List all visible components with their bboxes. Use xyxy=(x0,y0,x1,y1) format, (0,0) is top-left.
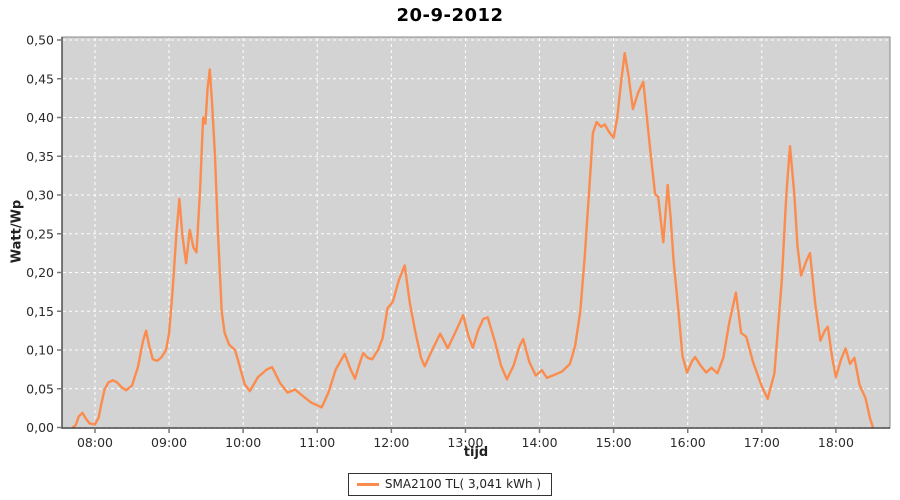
x-axis-title: tijd xyxy=(463,445,489,460)
x-tick-label: 08:00 xyxy=(77,435,113,450)
y-tick-label: 0,00 xyxy=(26,420,54,435)
y-tick-label: 0,25 xyxy=(26,226,54,241)
chart-title: 20-9-2012 xyxy=(396,5,504,26)
legend: SMA2100 TL( 3,041 kWh ) xyxy=(0,473,900,496)
x-tick-label: 15:00 xyxy=(596,435,632,450)
legend-box: SMA2100 TL( 3,041 kWh ) xyxy=(347,473,553,496)
legend-line-swatch xyxy=(356,482,379,486)
plot-area[interactable] xyxy=(61,36,891,429)
y-tick-label: 0,10 xyxy=(26,343,54,358)
x-tick-label: 10:00 xyxy=(225,435,261,450)
legend-label: SMA2100 TL( 3,041 kWh ) xyxy=(384,477,542,491)
series-line xyxy=(71,52,875,429)
y-tick-label: 0,40 xyxy=(26,110,54,125)
y-tick-label: 0,05 xyxy=(26,381,54,396)
x-tick-label: 17:00 xyxy=(744,435,780,450)
x-tick-label: 16:00 xyxy=(670,435,706,450)
y-tick-label: 0,45 xyxy=(26,71,54,86)
x-tick-label: 09:00 xyxy=(151,435,187,450)
x-tick-label: 11:00 xyxy=(299,435,335,450)
x-tick-label: 14:00 xyxy=(522,435,558,450)
y-tick-label: 0,20 xyxy=(26,265,54,280)
x-tick-label: 18:00 xyxy=(818,435,854,450)
y-tick-label: 0,50 xyxy=(26,33,54,48)
y-tick-label: 0,35 xyxy=(26,149,54,164)
y-tick-label: 0,30 xyxy=(26,188,54,203)
x-tick-label: 13:00 xyxy=(447,435,483,450)
x-tick-label: 12:00 xyxy=(373,435,409,450)
y-tick-label: 0,15 xyxy=(26,304,54,319)
